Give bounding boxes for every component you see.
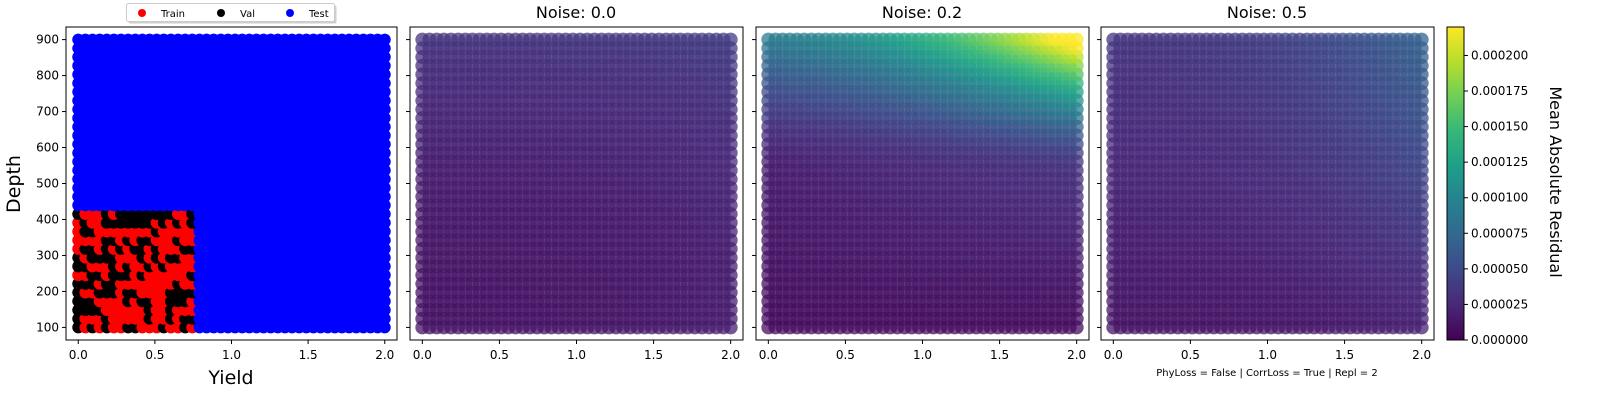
y-tick-label: 500 — [36, 177, 59, 191]
x-tick-label: 0.0 — [69, 348, 88, 362]
noise-0-0-panel: Noise: 0.0 0.0 0.5 1.0 1.5 2.0 — [406, 3, 743, 362]
y-tick-label: 100 — [36, 320, 59, 334]
noise-0-0-y-ticks — [406, 40, 410, 328]
x-tick-label: 2.0 — [1067, 348, 1086, 362]
split-scatter-points — [72, 34, 390, 334]
x-tick-label: 0.5 — [490, 348, 509, 362]
legend-box — [127, 4, 335, 22]
noise-0-5-points — [1106, 33, 1428, 335]
x-tick-label: 1.5 — [299, 348, 318, 362]
y-tick-label: 900 — [36, 33, 59, 47]
noise-0-2-x-ticks: 0.0 0.5 1.0 1.5 2.0 — [759, 340, 1086, 362]
y-tick-label: 700 — [36, 105, 59, 119]
legend-marker-train — [138, 9, 146, 17]
x-tick-label: 1.5 — [644, 348, 663, 362]
residual-point — [724, 33, 738, 47]
y-tick-label: 400 — [36, 212, 59, 226]
noise-0-2-title: Noise: 0.2 — [882, 3, 962, 22]
legend-marker-val — [217, 9, 225, 17]
x-tick-label: 1.5 — [990, 348, 1009, 362]
y-tick-label: 800 — [36, 69, 59, 83]
noise-0-2-panel: Noise: 0.2 0.0 0.5 1.0 1.5 2.0 — [752, 3, 1089, 362]
legend-marker-test — [286, 9, 294, 17]
split-scatter-x-ticks: 0.0 0.5 1.0 1.5 2.0 — [69, 340, 395, 362]
split-scatter-y-ticks: 100 200 300 400 500 600 700 800 900 — [36, 33, 66, 335]
x-tick-label: 0.0 — [759, 348, 778, 362]
test-point — [379, 34, 391, 46]
legend-label-test: Test — [308, 9, 329, 20]
x-tick-label: 2.0 — [375, 348, 394, 362]
noise-0-2-y-ticks — [752, 40, 756, 328]
y-tick-label: 600 — [36, 141, 59, 155]
noise-0-0-title: Noise: 0.0 — [536, 3, 616, 22]
x-tick-label: 0.5 — [836, 348, 855, 362]
x-tick-label: 0.0 — [413, 348, 432, 362]
x-tick-label: 0.5 — [145, 348, 164, 362]
residual-point — [1070, 33, 1084, 47]
legend-label-val: Val — [240, 9, 255, 20]
legend-label-train: Train — [160, 9, 185, 20]
y-tick-label: 300 — [36, 248, 59, 262]
split-scatter-panel: 0.0 0.5 1.0 1.5 2.0 100 200 300 400 500 600 700 800… — [3, 4, 397, 390]
noise-0-0-x-ticks: 0.0 0.5 1.0 1.5 2.0 — [413, 340, 740, 362]
x-tick-label: 1.0 — [567, 348, 586, 362]
y-axis-label: Depth — [3, 155, 25, 213]
legend: Train Val Test — [127, 4, 337, 24]
x-tick-label: 2.0 — [721, 348, 740, 362]
y-tick-label: 200 — [36, 284, 59, 298]
x-tick-label: 1.0 — [222, 348, 241, 362]
x-axis-label: Yield — [207, 367, 253, 389]
x-tick-label: 1.0 — [913, 348, 932, 362]
noise-0-2-points — [761, 33, 1083, 335]
noise-0-0-points — [415, 33, 737, 335]
